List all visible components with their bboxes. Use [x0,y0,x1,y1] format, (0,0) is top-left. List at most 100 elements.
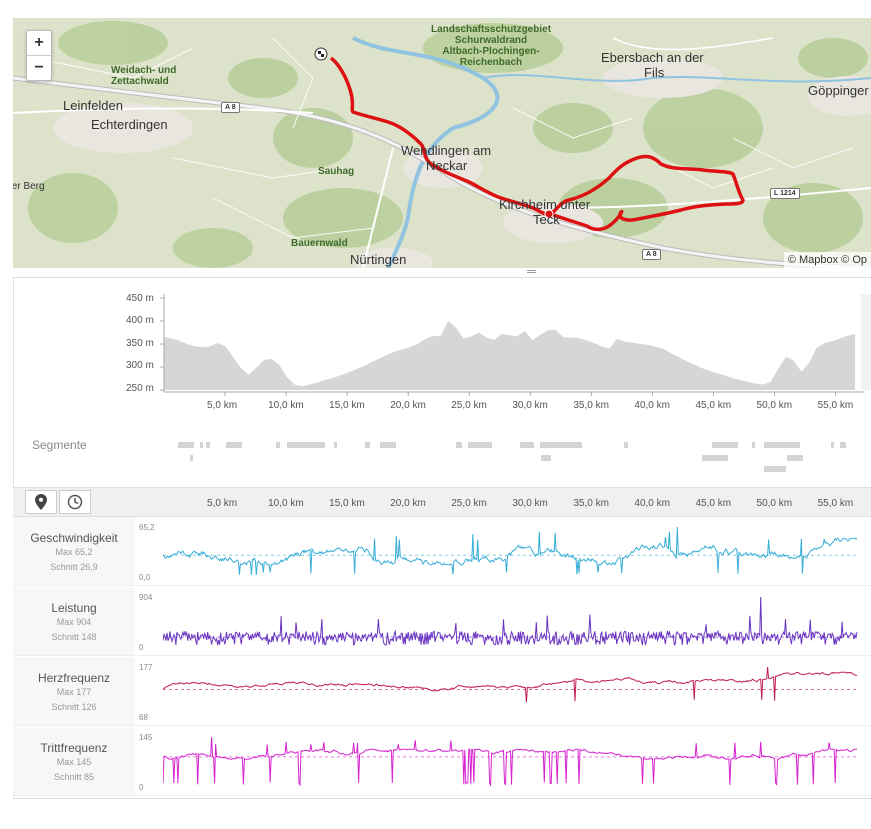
stream-plot [163,526,859,576]
stream-row-speed[interactable]: Geschwindigkeit Max 65,2 Schnitt 26,9 65,2 0… [13,517,871,586]
stream-axis-min: 0,0 [139,573,151,582]
place-label: Neckar [426,158,468,173]
stream-axis-min: 0 [139,783,144,792]
segment-bar[interactable] [752,442,755,448]
stream-avg: Schnitt 148 [51,632,97,642]
place-label: Leinfelden [63,98,123,113]
analysis-x-tick: 55,0 km [817,498,854,509]
zoom-in-button[interactable]: + [34,34,44,51]
stream-name: Geschwindigkeit [30,531,118,545]
clock-icon [67,494,83,510]
segment-bar[interactable] [787,455,803,461]
road-shield: A 8 [642,249,661,260]
place-label: Teck [533,212,560,227]
place-label: Ebersbach an der [601,50,704,65]
end-marker [544,209,554,219]
stream-line [163,736,857,787]
elevation-area [164,321,856,390]
stream-row-cad[interactable]: Trittfrequenz Max 145 Schnitt 85 145 0 [13,727,871,796]
stream-avg: Schnitt 85 [53,772,95,782]
elevation-x-tick: 20,0 km [390,400,426,411]
stream-name: Leistung [51,601,97,615]
elevation-x-tick: 15,0 km [329,400,365,411]
map-attribution[interactable]: © Mapbox © Op [783,252,871,268]
place-label: Weidach- und [111,65,177,76]
place-label: ter Berg [13,181,45,192]
segment-bar[interactable] [200,442,203,448]
elevation-y-tick: 250 m [126,383,154,394]
elevation-y-tick: 300 m [126,360,154,371]
analysis-x-tick: 35,0 km [573,498,609,509]
analysis-x-tick: 25,0 km [451,498,487,509]
stream-max: Max 145 [56,757,92,767]
elevation-x-tick: 45,0 km [695,400,732,411]
segment-bar[interactable] [276,442,280,448]
elevation-y-tick: 400 m [126,315,154,326]
segment-bar[interactable] [287,442,325,448]
stream-row-hr[interactable]: Herzfrequenz Max 177 Schnitt 126 177 68 [13,657,871,726]
stream-axis-min: 68 [139,713,148,722]
analysis-x-tick: 30,0 km [512,498,548,509]
stream-axis-max: 177 [139,663,153,672]
start-flag-icon [314,47,328,61]
stream-axis-max: 904 [139,593,153,602]
stream-axis-min: 0 [139,643,144,652]
elevation-y-tick: 350 m [126,338,154,349]
stream-avg: Schnitt 126 [51,702,97,712]
road-shield: A 8 [221,102,240,113]
stream-row-power[interactable]: Leistung Max 904 Schnitt 148 904 0 [13,587,871,656]
place-label: Sauhag [318,166,355,177]
protected-area-label: Landschaftsschutzgebiet Schurwaldrand Al… [431,24,552,68]
stream-label: Geschwindigkeit Max 65,2 Schnitt 26,9 [13,517,135,585]
place-label: Echterdingen [91,117,168,132]
segment-bar[interactable] [334,442,337,448]
stream-avg: Schnitt 26,9 [50,562,98,572]
map-tiles [13,18,871,268]
time-mode-button[interactable] [59,490,91,514]
segment-bar[interactable] [702,455,728,461]
stream-line [163,596,858,646]
analysis-x-tick: 5,0 km [207,498,238,509]
segment-bar[interactable] [764,466,786,472]
stream-plot [163,596,859,646]
elevation-x-tick: 55,0 km [817,400,854,411]
elevation-edge [861,294,871,390]
elevation-x-tick: 35,0 km [573,400,609,411]
segment-bar[interactable] [365,442,370,448]
segment-bar[interactable] [712,442,738,448]
segment-bar[interactable] [831,442,834,448]
place-label: Bauernwald [291,238,348,249]
segment-bar[interactable] [541,455,551,461]
stream-name: Trittfrequenz [40,741,108,755]
segment-bar[interactable] [380,442,396,448]
resize-handle[interactable] [13,268,871,278]
segment-bar[interactable] [764,442,800,448]
segments-label: Segmente [32,438,87,452]
segment-bar[interactable] [178,442,194,448]
analysis-x-tick: 50,0 km [756,498,793,509]
segment-bar[interactable] [520,442,534,448]
elevation-y-tick: 450 m [126,293,154,304]
stream-label: Trittfrequenz Max 145 Schnitt 85 [13,727,135,795]
elevation-plot [160,294,871,396]
distance-mode-button[interactable] [25,490,57,514]
analysis-x-tick: 20,0 km [390,498,426,509]
analysis-x-tick: 45,0 km [695,498,732,509]
segment-bar[interactable] [456,442,462,448]
analysis-toolbar: 5,0 km 10,0 km 15,0 km 20,0 km 25,0 km 30,0 k… [13,487,871,517]
route-map[interactable]: + − Leinfelden Echterdingen Weidach- und… [13,18,871,268]
segment-bar[interactable] [226,442,242,448]
route-line [329,56,745,232]
segment-bar[interactable] [190,455,193,461]
segment-bar[interactable] [840,442,846,448]
stream-label: Herzfrequenz Max 177 Schnitt 126 [13,657,135,725]
elevation-x-tick: 40,0 km [634,400,670,411]
stream-plot [163,736,859,787]
segment-bar[interactable] [206,442,210,448]
segment-bar[interactable] [540,442,582,448]
segment-bar[interactable] [468,442,492,448]
segment-bar[interactable] [624,442,628,448]
zoom-out-button[interactable]: − [27,55,51,80]
map-pin-icon [35,494,47,510]
elevation-chart[interactable]: 450 m 400 m 350 m 300 m 250 m 5,0 km 10,0… [13,278,871,428]
